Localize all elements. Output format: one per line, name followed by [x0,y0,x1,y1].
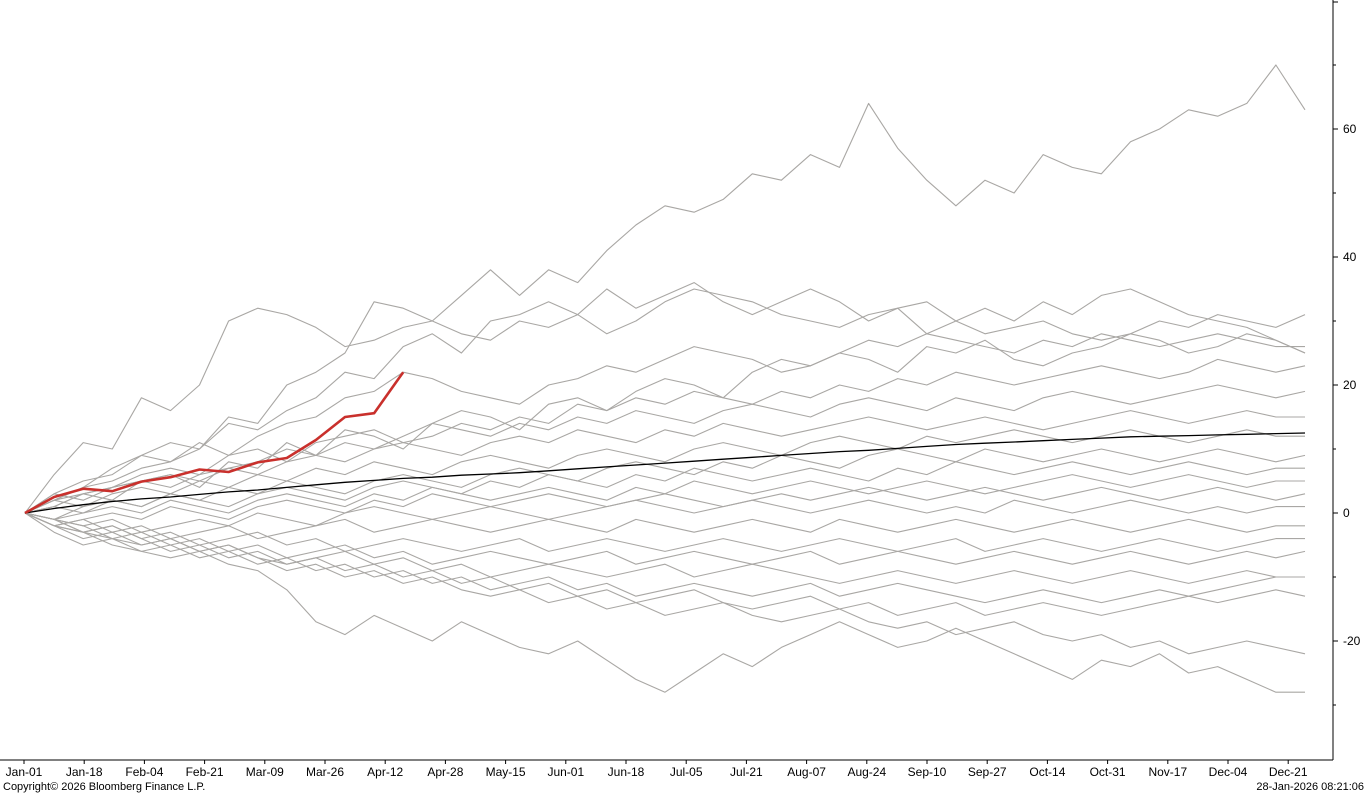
history-series-line [24,333,1306,514]
history-series-line [24,64,1306,514]
copyright-text: Copyright© 2026 Bloomberg Finance L.P. [3,781,206,793]
x-tick-label: Mar-09 [246,765,284,779]
x-tick-label: Oct-31 [1090,765,1126,779]
x-tick-label: Feb-04 [125,765,163,779]
history-series-line [24,410,1305,514]
x-tick-label: Dec-04 [1209,765,1248,779]
history-series-line [24,512,1306,655]
x-tick-label: Apr-28 [427,765,463,779]
history-series-line [24,499,1305,533]
y-tick-label: 0 [1343,506,1350,520]
x-tick-label: May-15 [486,765,526,779]
history-series-line [24,448,1306,520]
x-tick-label: Oct-14 [1029,765,1065,779]
history-series-line [24,512,1306,565]
timestamp-text: 28-Jan-2026 08:21:06 [1256,781,1364,793]
history-series-line [24,461,1305,514]
x-tick-label: Jul-05 [670,765,703,779]
x-tick-label: Mar-26 [306,765,344,779]
y-tick-label: 40 [1343,250,1357,264]
x-tick-label: Dec-21 [1269,765,1308,779]
history-series-line [24,358,1306,514]
y-tick-label: 20 [1343,378,1357,392]
x-tick-label: Sep-27 [968,765,1007,779]
x-tick-label: Aug-24 [847,765,886,779]
history-series-line [24,333,1305,514]
history-series-line [24,288,1306,514]
history-series-line [24,512,1305,693]
x-tick-label: Nov-17 [1148,765,1187,779]
history-series-line [24,486,1306,527]
x-tick-label: Jun-18 [608,765,645,779]
y-tick-label: -20 [1343,634,1361,648]
history-series-line [24,384,1306,514]
x-tick-label: Feb-21 [186,765,224,779]
x-tick-label: Sep-10 [908,765,947,779]
history-series-line [24,512,1305,540]
x-tick-label: Aug-07 [787,765,826,779]
history-series-line [24,512,1305,616]
x-tick-label: Jan-18 [66,765,103,779]
x-tick-label: Jul-21 [730,765,763,779]
x-tick-label: Jan-01 [6,765,43,779]
x-tick-label: Apr-12 [367,765,403,779]
x-tick-label: Jun-01 [547,765,584,779]
average-series-line [24,432,1306,514]
current-year-series-line [24,371,405,515]
y-tick-label: 60 [1343,122,1357,136]
history-series-line [24,282,1306,514]
history-series-line [24,512,1305,552]
